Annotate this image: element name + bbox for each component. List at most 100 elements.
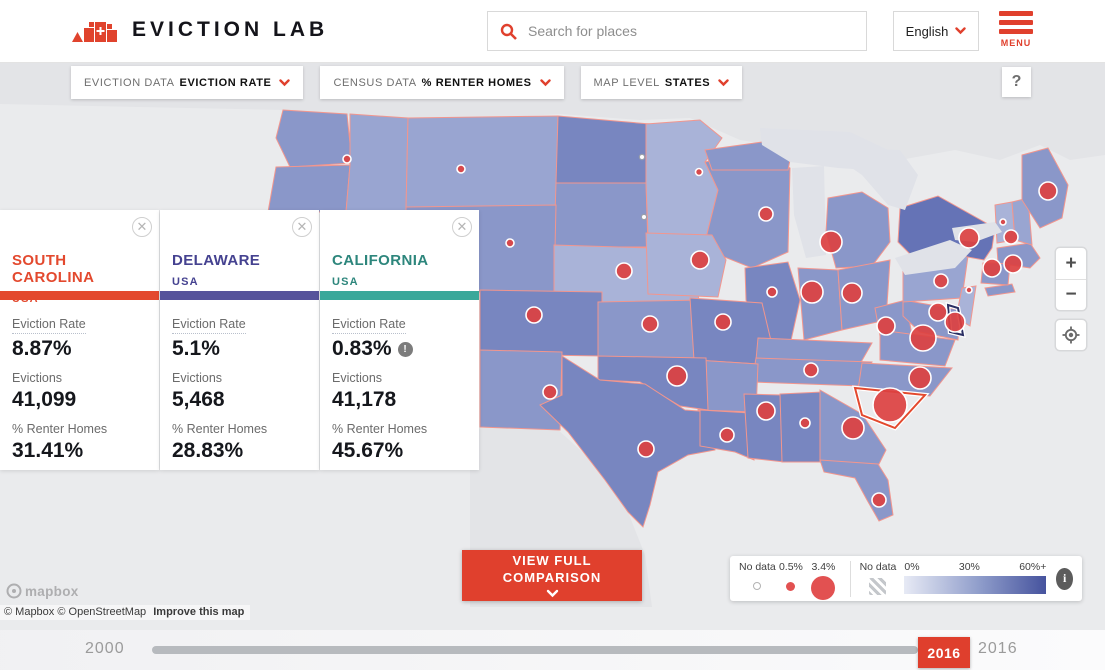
eviction-bubble[interactable] [1038,181,1058,201]
state-shape[interactable] [984,283,1016,297]
chevron-down-icon [546,589,558,597]
great-lake [792,166,826,258]
card-california: ✕ CALIFORNIA USA Eviction Rate 0.83% ! E… [320,210,479,470]
mapbox-logo[interactable]: mapbox [6,583,79,599]
state-shape[interactable] [405,115,559,211]
eviction-bubble[interactable] [841,416,865,440]
state-shape[interactable] [645,232,727,298]
card-title: CALIFORNIA [332,252,429,269]
year-timeline: 2000 2016 2016 [0,630,1105,670]
state-shape[interactable] [479,289,603,357]
eviction-bubble[interactable] [908,366,932,390]
eviction-bubble[interactable] [615,262,633,280]
state-shape[interactable] [345,113,409,213]
timeline-track[interactable] [152,646,918,654]
osm-attribution-link[interactable]: © OpenStreetMap [57,606,147,618]
header: EVICTION LAB English MENU [0,0,1105,63]
eviction-bubble[interactable] [1003,254,1023,274]
low-flag-icon[interactable]: ! [397,341,413,357]
eviction-bubble[interactable] [637,440,655,458]
eviction-bubble[interactable] [505,238,515,248]
great-lake [895,240,972,275]
eviction-bubble[interactable] [799,417,811,429]
eviction-bubble[interactable] [819,230,843,254]
choropleth-gradient [904,575,1047,594]
search-icon [500,23,517,40]
eviction-bubble[interactable] [342,154,352,164]
eviction-bubble[interactable] [525,306,543,324]
view-full-comparison-button[interactable]: VIEW FULL COMPARISON [462,550,642,601]
state-shape[interactable] [275,109,353,168]
chevron-down-icon [279,78,291,86]
no-data-bubble[interactable] [640,213,648,221]
eviction-bubble[interactable] [542,384,558,400]
menu-button[interactable]: MENU [999,11,1033,48]
eviction-bubble[interactable] [958,227,980,249]
card-color-bar [0,291,159,300]
mapbox-attribution-link[interactable]: © Mapbox [4,606,55,618]
stat-label[interactable]: Eviction Rate [332,317,406,334]
filter-row: EVICTION DATA EVICTION RATE CENSUS DATA … [71,66,743,99]
state-shape[interactable] [539,355,716,528]
eviction-bubble[interactable] [694,167,704,177]
no-data-bubble[interactable] [638,153,646,161]
eviction-bubble[interactable] [1003,229,1019,245]
eviction-bubble[interactable] [933,273,949,289]
census-data-dropdown[interactable]: CENSUS DATA % RENTER HOMES [320,66,564,99]
map-level-dropdown[interactable]: MAP LEVEL STATES [580,66,743,99]
eviction-bubble[interactable] [965,286,973,294]
no-data-bubble-icon [753,582,762,590]
timeline-start-year: 2000 [85,640,125,657]
card-title: SOUTH CAROLINA [12,252,95,286]
zoom-out-button[interactable]: − [1056,279,1086,310]
search-input[interactable] [526,22,854,40]
state-shape[interactable] [555,115,651,184]
eviction-bubble[interactable] [714,313,732,331]
eviction-bubble[interactable] [756,401,776,421]
eviction-bubble[interactable] [999,218,1007,226]
improve-map-link[interactable]: Improve this map [153,606,245,618]
logo[interactable]: EVICTION LAB [71,15,328,45]
eviction-bubble[interactable] [456,164,466,174]
eviction-bubble[interactable] [876,316,896,336]
close-icon[interactable]: ✕ [292,217,312,237]
card-title: DELAWARE [172,252,261,269]
state-shape[interactable] [553,182,649,248]
eviction-bubble[interactable] [690,250,710,270]
geolocate-icon [1062,326,1080,344]
legend-info-button[interactable]: i [1056,567,1073,590]
state-shape[interactable] [479,349,563,431]
geolocate-button[interactable] [1056,320,1086,350]
card-delaware: ✕ DELAWARE USA Eviction Rate 5.1% Evicti… [160,210,319,470]
state-shape[interactable] [825,191,891,269]
eviction-bubble[interactable] [871,492,887,508]
eviction-bubble[interactable] [909,324,937,352]
eviction-bubble[interactable] [800,280,824,304]
language-select[interactable]: English [893,11,979,51]
card-parent: USA [332,276,359,288]
stat-label[interactable]: Eviction Rate [12,317,86,334]
close-icon[interactable]: ✕ [452,217,472,237]
eviction-bubble[interactable] [872,387,908,423]
eviction-data-dropdown[interactable]: EVICTION DATA EVICTION RATE [71,66,304,99]
state-shape[interactable] [797,267,843,341]
eviction-bubble[interactable] [758,206,774,222]
timeline-handle[interactable]: 2016 [918,637,970,668]
help-button[interactable]: ? [1002,67,1031,97]
chevron-down-icon [539,78,551,86]
eviction-bubble[interactable] [766,286,778,298]
eviction-bubble[interactable] [666,365,688,387]
close-icon[interactable]: ✕ [132,217,152,237]
stat-label[interactable]: Eviction Rate [172,317,246,334]
eviction-bubble[interactable] [928,302,948,322]
eviction-bubble[interactable] [803,362,819,378]
eviction-bubble[interactable] [641,315,659,333]
eviction-lab-logo-icon [72,22,117,42]
zoom-in-button[interactable]: + [1065,252,1077,274]
eviction-bubble[interactable] [841,282,863,304]
state-shape[interactable] [267,164,351,213]
state-shape[interactable] [819,459,894,522]
eviction-bubble[interactable] [719,427,735,443]
eviction-bubble[interactable] [944,311,966,333]
eviction-bubble[interactable] [982,258,1002,278]
